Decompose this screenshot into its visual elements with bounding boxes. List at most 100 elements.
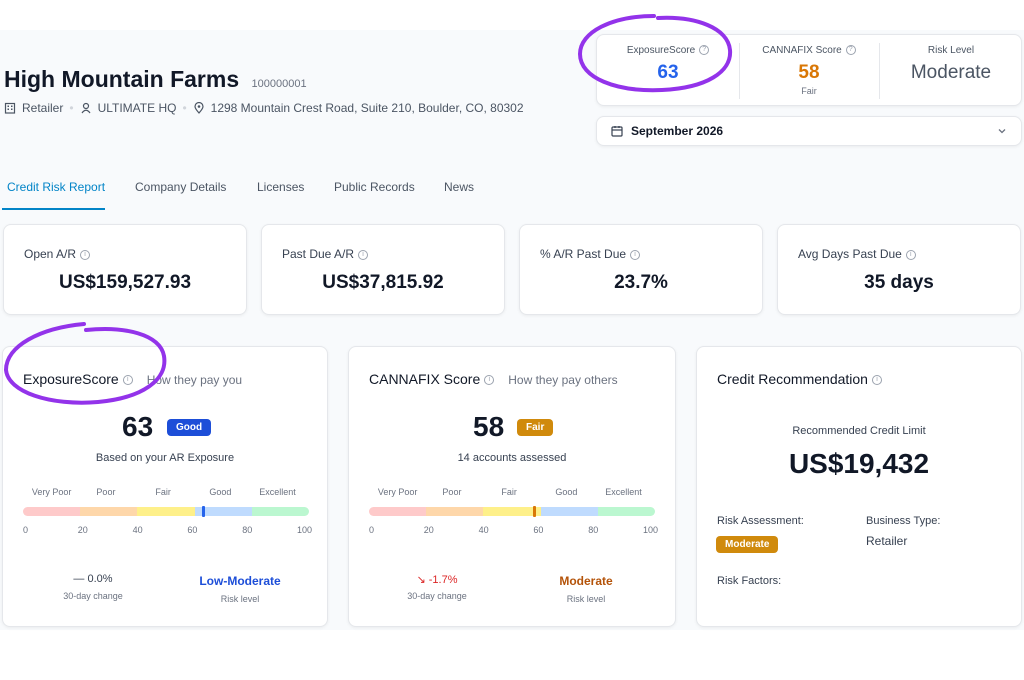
credit-limit-label: Recommended Credit Limit bbox=[792, 425, 926, 437]
stat-label: Avg Days Past Due i bbox=[798, 247, 916, 261]
scale-tick: 20 bbox=[77, 525, 88, 535]
stat-card-avg-days-past-due: Avg Days Past Due i 35 days bbox=[777, 224, 1021, 315]
tab-company-details[interactable]: Company Details bbox=[135, 180, 227, 194]
gauge-segment bbox=[194, 507, 252, 516]
scale-tick: 60 bbox=[533, 525, 544, 535]
business-type-value: Retailer bbox=[866, 534, 908, 548]
summary-risk-value: Moderate bbox=[910, 62, 992, 83]
building-icon bbox=[4, 102, 16, 114]
risk-assessment-label: Risk Assessment: bbox=[717, 515, 804, 527]
score-badge: Good bbox=[167, 419, 212, 436]
risk-factors-label: Risk Factors: bbox=[717, 575, 782, 587]
gauge-segment bbox=[426, 507, 484, 516]
info-icon[interactable]: i bbox=[358, 249, 369, 260]
tab-public-records[interactable]: Public Records bbox=[334, 180, 415, 194]
gauge-segment bbox=[369, 507, 427, 516]
panel-subtitle: How they pay others bbox=[508, 373, 618, 387]
gauge-segment bbox=[251, 507, 309, 516]
tab-credit-risk-report[interactable]: Credit Risk Report bbox=[7, 180, 106, 194]
scale-tick: 40 bbox=[478, 525, 489, 535]
score-caption: Based on your AR Exposure bbox=[95, 452, 235, 464]
cannafix-score-value: 58 bbox=[473, 411, 505, 442]
info-icon[interactable]: i bbox=[871, 375, 882, 386]
exposure-score-value: 63 bbox=[122, 411, 154, 442]
info-icon[interactable]: i bbox=[905, 249, 916, 260]
active-tab-indicator bbox=[2, 208, 105, 210]
gauge-segment bbox=[540, 507, 598, 516]
info-icon[interactable]: i bbox=[484, 375, 495, 386]
scale-tick: 0 bbox=[23, 525, 29, 535]
scale-tick: 80 bbox=[242, 525, 253, 535]
score-summary: ExposureScore? 63 CANNAFIX Score? 58 Fai… bbox=[596, 34, 1022, 106]
info-icon[interactable]: ? bbox=[845, 45, 856, 56]
panel-title: ExposureScore i How they pay you bbox=[23, 371, 243, 387]
gauge-segment bbox=[483, 507, 541, 516]
summary-cannafix-label: CANNAFIX Score? bbox=[739, 45, 879, 56]
summary-risk-label: Risk Level bbox=[927, 45, 975, 56]
stat-card-past-due-ar: Past Due A/R i US$37,815.92 bbox=[261, 224, 505, 315]
company-hq: ULTIMATE HQ bbox=[97, 101, 177, 115]
stat-value: 23.7% bbox=[614, 272, 668, 293]
divider bbox=[879, 43, 880, 99]
location-pin-icon bbox=[194, 102, 204, 114]
chevron-down-icon bbox=[998, 129, 1006, 134]
company-meta: Retailer • ULTIMATE HQ • 1298 Mountain C… bbox=[4, 101, 524, 115]
scale-tick: 40 bbox=[132, 525, 143, 535]
scale-label: Very Poor bbox=[31, 487, 72, 497]
stat-card-ar-past-due-pct: % A/R Past Due i 23.7% bbox=[519, 224, 763, 315]
period-value: September 2026 bbox=[631, 124, 724, 138]
score-badge: Fair bbox=[517, 419, 554, 436]
gauge-segment bbox=[597, 507, 655, 516]
risk-level-label: Risk level bbox=[220, 594, 260, 604]
stat-label: Past Due A/R i bbox=[282, 247, 369, 261]
tab-licenses[interactable]: Licenses bbox=[257, 180, 305, 194]
risk-level-label: Risk level bbox=[566, 594, 606, 604]
stat-card-open-ar: Open A/R i US$159,527.93 bbox=[3, 224, 247, 315]
summary-cannafix-note: Fair bbox=[801, 86, 817, 96]
credit-recommendation-panel: Credit Recommendation i Recommended Credi… bbox=[696, 346, 1022, 627]
panel-title: Credit Recommendation i bbox=[717, 371, 882, 387]
business-type-label: Business Type: bbox=[866, 515, 941, 527]
stat-label: % A/R Past Due i bbox=[540, 247, 641, 261]
user-badge-icon bbox=[81, 102, 91, 114]
change-value: — 0.0% bbox=[73, 573, 113, 585]
company-id: 100000001 bbox=[251, 78, 307, 90]
info-icon[interactable]: ? bbox=[699, 45, 710, 56]
risk-level-value: Low-Moderate bbox=[199, 574, 281, 588]
scale-label: Fair bbox=[501, 487, 517, 497]
panel-title: CANNAFIX Score i How they pay others bbox=[369, 371, 618, 387]
gauge-bar bbox=[369, 507, 655, 516]
gauge-marker bbox=[201, 506, 205, 517]
gauge-segment bbox=[137, 507, 195, 516]
change-label: 30-day change bbox=[407, 591, 467, 601]
stat-value: US$159,527.93 bbox=[58, 272, 192, 293]
exposure-gauge: Very Poor Poor Fair Good Excellent 0 20 40 60 80 1… bbox=[23, 487, 313, 547]
scale-label: Excellent bbox=[605, 487, 642, 497]
scale-label: Good bbox=[209, 487, 232, 497]
stat-label: Open A/R i bbox=[24, 247, 91, 261]
scale-label: Poor bbox=[96, 487, 116, 497]
info-icon[interactable]: i bbox=[80, 249, 91, 260]
cannafix-score-panel: CANNAFIX Score i How they pay others 58 Fa… bbox=[348, 346, 676, 627]
scale-label: Fair bbox=[155, 487, 171, 497]
summary-exposure-label: ExposureScore? bbox=[597, 45, 739, 56]
scale-label: Excellent bbox=[259, 487, 296, 497]
panel-subtitle: How they pay you bbox=[146, 373, 243, 387]
gauge-segment bbox=[23, 507, 81, 516]
scale-tick: 100 bbox=[297, 525, 313, 535]
tab-news[interactable]: News bbox=[444, 180, 475, 194]
scale-tick: 80 bbox=[588, 525, 599, 535]
gauge-segment bbox=[80, 507, 138, 516]
info-icon[interactable]: i bbox=[122, 375, 133, 386]
cannafix-gauge: Very Poor Poor Fair Good Excellent 0 20 40 60 80 1… bbox=[369, 487, 658, 547]
company-type: Retailer bbox=[22, 101, 64, 115]
period-select[interactable]: September 2026 bbox=[596, 116, 1022, 146]
info-icon[interactable]: i bbox=[630, 249, 641, 260]
scale-label: Good bbox=[555, 487, 578, 497]
risk-level-value: Moderate bbox=[559, 574, 613, 588]
risk-assessment-badge: Moderate bbox=[716, 536, 779, 553]
stat-value: 35 days bbox=[864, 272, 934, 293]
score-caption: 14 accounts assessed bbox=[457, 452, 567, 464]
divider bbox=[739, 43, 740, 99]
summary-exposure-value: 63 bbox=[657, 62, 679, 83]
